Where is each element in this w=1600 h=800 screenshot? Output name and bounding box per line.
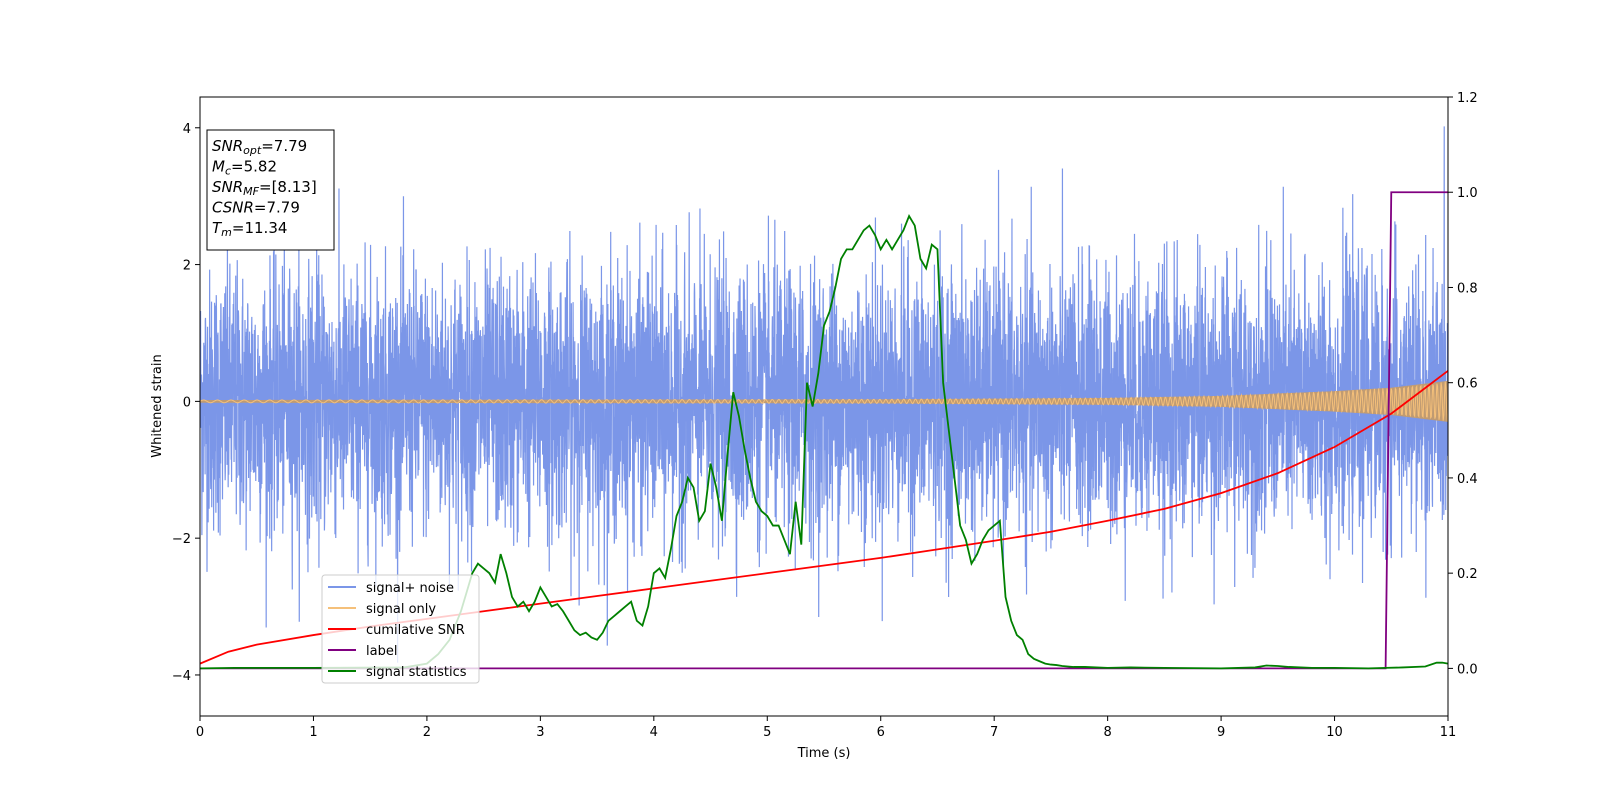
y-axis-label: Whitened strain xyxy=(150,354,165,457)
x-tick-label: 3 xyxy=(536,725,544,740)
x-tick-label: 4 xyxy=(650,725,658,740)
x-tick-label: 11 xyxy=(1440,725,1457,740)
x-tick-label: 8 xyxy=(1103,725,1111,740)
legend-entry-label: label xyxy=(366,644,397,659)
info-line-symbol: M xyxy=(212,158,225,176)
x-tick-label: 2 xyxy=(423,725,431,740)
info-line: Mc=5.82 xyxy=(212,158,277,178)
legend-entry-label: signal statistics xyxy=(366,665,467,680)
x-axis-ticks: 0 1 2 3 4 5 6 7 8 9 10 11 xyxy=(196,716,1456,740)
info-line-value: =5.82 xyxy=(231,158,277,176)
y-right-tick-label: 0.8 xyxy=(1457,281,1478,296)
x-tick-label: 0 xyxy=(196,725,204,740)
info-line-subscript: MF xyxy=(243,185,259,198)
y-axis-left-ticks: −4 −2 0 2 4 xyxy=(172,122,200,684)
y-left-tick-label: −4 xyxy=(172,669,191,684)
info-line-symbol: T xyxy=(212,219,223,237)
y-right-tick-label: 1.0 xyxy=(1457,186,1478,201)
plot-frame xyxy=(199,96,1449,717)
y-left-tick-label: 4 xyxy=(183,122,191,137)
x-tick-label: 10 xyxy=(1326,725,1343,740)
y-left-tick-label: 2 xyxy=(183,259,191,274)
info-line-subscript: c xyxy=(225,165,231,178)
x-tick-label: 1 xyxy=(309,725,317,740)
info-box: SNRopt=7.79Mc=5.82SNRMF=[8.13]CSNR=7.79T… xyxy=(206,129,335,251)
y-right-tick-label: 0.4 xyxy=(1457,472,1478,487)
info-line: CSNR=7.79 xyxy=(212,199,300,217)
info-line-subscript: m xyxy=(221,226,232,239)
x-tick-label: 6 xyxy=(877,725,885,740)
legend-entry-label: signal+ noise xyxy=(366,581,454,596)
info-line: SNRopt=7.79 xyxy=(212,137,307,157)
x-tick-label: 5 xyxy=(763,725,771,740)
y-left-tick-label: 0 xyxy=(183,395,191,410)
info-line-value: =7.79 xyxy=(254,199,300,217)
y-right-tick-label: 0.6 xyxy=(1457,377,1478,392)
series-signal-statistics-line xyxy=(200,214,1448,670)
info-line-symbol: SNR xyxy=(212,178,243,196)
series-signal-noise-line xyxy=(200,126,1448,663)
legend-entry-label: cumilative SNR xyxy=(366,623,465,638)
series-signal-only-band xyxy=(200,380,1448,422)
info-line-symbol: SNR xyxy=(212,137,243,155)
y-right-tick-label: 0.2 xyxy=(1457,567,1478,582)
info-line: SNRMF=[8.13] xyxy=(212,178,317,198)
info-line-value: =7.79 xyxy=(261,137,307,155)
info-line-value: =11.34 xyxy=(232,219,288,237)
y-right-tick-label: 0.0 xyxy=(1457,662,1478,677)
y-right-tick-label: 1.2 xyxy=(1457,91,1478,106)
legend: signal+ noise signal only cumilative SNR la… xyxy=(321,574,480,684)
legend-frame xyxy=(321,574,480,684)
x-tick-label: 9 xyxy=(1217,725,1225,740)
legend-entry-label: signal only xyxy=(366,602,436,617)
y-left-tick-label: −2 xyxy=(172,532,191,547)
x-tick-label: 7 xyxy=(990,725,998,740)
series-label-line xyxy=(200,191,1448,670)
info-line-subscript: opt xyxy=(243,144,262,157)
y-axis-right-ticks: 0.0 0.2 0.4 0.6 0.8 1.0 1.2 xyxy=(1448,91,1478,677)
x-axis-label: Time (s) xyxy=(797,746,851,761)
info-line-symbol: CSNR xyxy=(212,199,254,217)
series-signal-only-line xyxy=(200,381,1448,422)
info-line: Tm=11.34 xyxy=(212,219,287,239)
info-line-value: =[8.13] xyxy=(259,178,317,196)
info-box-frame xyxy=(206,129,335,251)
